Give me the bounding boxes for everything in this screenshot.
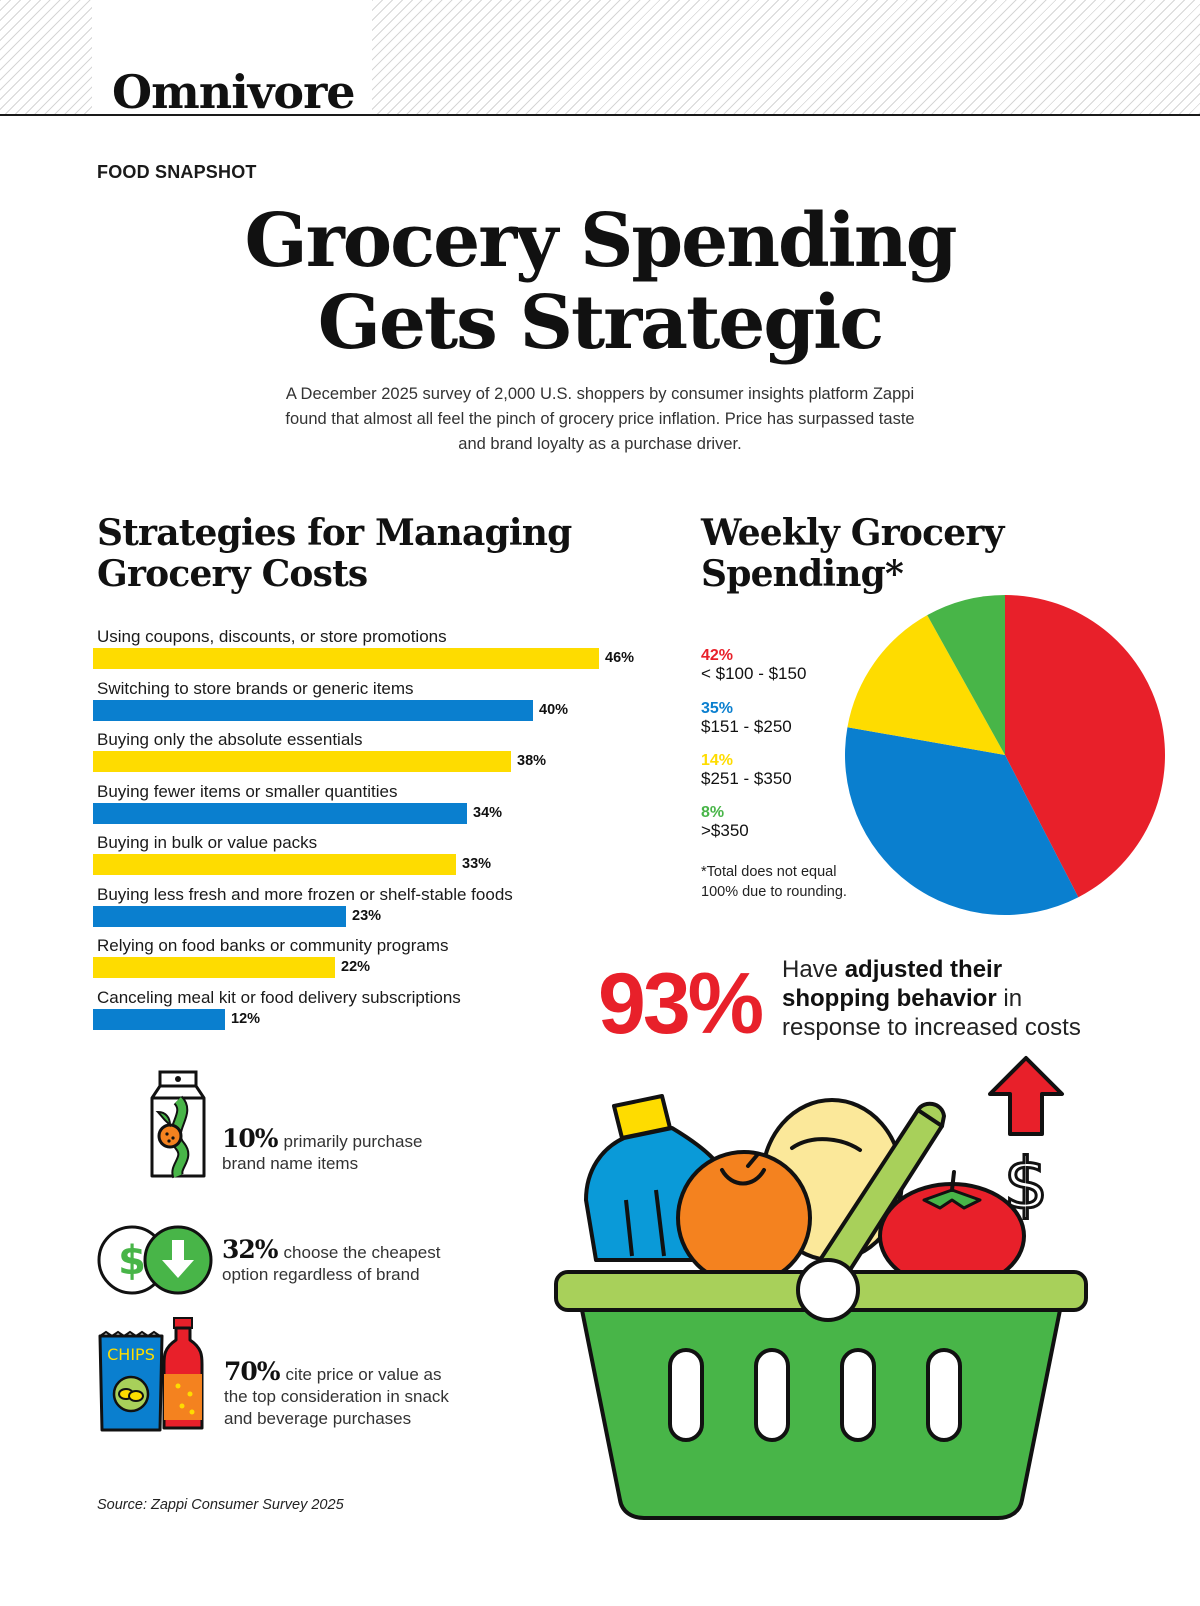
bar: [93, 854, 456, 875]
pie-slice: [845, 727, 1079, 915]
stat-cheapest-value: 32%: [222, 1235, 279, 1264]
header-pattern-right: [372, 0, 1200, 114]
stat-brand-name-value: 10%: [222, 1124, 279, 1153]
callout-value: 93%: [598, 956, 764, 1052]
pie-chart-title-line-1: Weekly Grocery: [701, 512, 1004, 554]
intro-paragraph: A December 2025 survey of 2,000 U.S. sho…: [285, 385, 915, 453]
bar-label: Buying fewer items or smaller quantities: [97, 781, 398, 801]
bar: [93, 751, 511, 772]
pie-legend-percent: 35%: [701, 700, 734, 717]
bar-value-label: 38%: [517, 753, 547, 769]
stat-snack-beverage: 70% cite price or value as the top consid…: [224, 1359, 449, 1430]
stat-cheapest-line-2: option regardless of brand: [222, 1265, 420, 1284]
bar-value-label: 12%: [231, 1010, 261, 1027]
pie-legend-percent: 42%: [701, 647, 734, 664]
bar-label: Canceling meal kit or food delivery subs…: [97, 987, 461, 1007]
bar: [93, 957, 335, 978]
stat-brand-name-line-2: brand name items: [222, 1154, 359, 1173]
bar-chart-title: Strategies for Managing Grocery Costs: [97, 512, 572, 595]
bar-value-label: 40%: [539, 701, 569, 718]
bar: [93, 699, 533, 721]
bar-label: Switching to store brands or generic ite…: [97, 678, 414, 698]
headline-line-1: Grocery Spending: [244, 198, 958, 284]
up-arrow-icon: [988, 1056, 1064, 1136]
header-pattern-left: [0, 0, 92, 114]
chips-soda-icon: CHIPS: [98, 1317, 204, 1432]
pie-legend-range: $251 - $350: [701, 769, 792, 788]
headline-line-2: Gets Strategic: [317, 280, 885, 366]
juice-carton-icon: [150, 1070, 206, 1179]
stat-cheapest: 32% choose the cheapest option regardless…: [222, 1237, 441, 1286]
pie-legend-range: < $100 - $150: [701, 664, 807, 683]
pie-footnote: *Total does not equal 100% due to roundi…: [701, 862, 901, 902]
pie-chart-title: Weekly Grocery Spending*: [701, 513, 1004, 595]
source-credit: Source: Zappi Consumer Survey 2025: [97, 1497, 344, 1513]
bar-label: Using coupons, discounts, or store promo…: [97, 627, 447, 646]
pie-slice: [1005, 595, 1165, 898]
bar-label: Buying in bulk or value packs: [97, 833, 318, 852]
headline: Grocery Spending Gets Strategic: [150, 200, 1050, 364]
stat-snack-beverage-value: 70%: [224, 1357, 281, 1386]
price-down-icon: $: [97, 1225, 213, 1295]
stat-snack-beverage-line-1: cite price or value as: [285, 1365, 442, 1384]
bar-label: Relying on food banks or community progr…: [97, 936, 449, 955]
bar: [93, 905, 346, 927]
pie-chart: [845, 595, 1165, 915]
bar: [93, 648, 599, 669]
stat-brand-name-line-1: primarily purchase: [283, 1132, 423, 1151]
pie-slice: [927, 595, 1005, 755]
bar: [93, 802, 467, 824]
callout-bold-2: shopping behavior: [782, 985, 997, 1012]
bar-label: Buying less fresh and more frozen or she…: [97, 884, 513, 904]
pie-legend-range: $151 - $250: [701, 717, 792, 736]
pie-legend-percent: 8%: [701, 804, 725, 821]
bar-chart-title-line-2: Grocery Costs: [97, 553, 368, 595]
callout-text-3: response to increased costs: [782, 1014, 1081, 1041]
bar-value-label: 23%: [352, 907, 382, 924]
bar-value-label: 33%: [462, 856, 492, 872]
stat-snack-beverage-line-2: the top consideration in snack: [224, 1387, 449, 1406]
callout-text: Have adjusted their shopping behavior in…: [782, 955, 1182, 1042]
kicker: FOOD SNAPSHOT: [97, 162, 257, 182]
pie-footnote-line-2: 100% due to rounding.: [701, 884, 847, 900]
bar-chart-title-line-1: Strategies for Managing: [97, 512, 572, 554]
pie-footnote-line-1: *Total does not equal: [701, 864, 837, 880]
bar-value-label: 22%: [341, 959, 371, 975]
chips-label: CHIPS: [107, 1345, 155, 1364]
callout-text-1: Have: [782, 956, 845, 983]
callout-bold-1: adjusted their: [844, 956, 1003, 983]
callout-text-2: in: [996, 985, 1023, 1012]
pie-legend-range: >$350: [701, 821, 749, 840]
bar-label: Buying only the absolute essentials: [97, 730, 363, 749]
stat-snack-beverage-line-3: and beverage purchases: [224, 1409, 412, 1428]
stat-brand-name: 10% primarily purchase brand name items: [222, 1126, 423, 1175]
pie-slice: [847, 615, 1005, 755]
pie-legend-percent: 14%: [701, 752, 734, 769]
pie-chart-title-line-2: Spending*: [701, 553, 904, 595]
bar-value-label: 34%: [473, 804, 503, 821]
dollar-sign: $: [118, 1238, 146, 1284]
bar-value-label: 46%: [605, 650, 635, 666]
brand-logo: Omnivore: [112, 65, 356, 119]
header-rule: [0, 114, 1200, 116]
stat-cheapest-line-1: choose the cheapest: [283, 1243, 441, 1262]
bar: [93, 1008, 225, 1030]
grocery-basket-icon: $: [554, 1056, 1088, 1520]
